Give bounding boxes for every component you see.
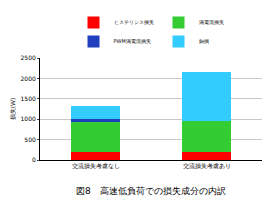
svg-text:交流損失考慮なし: 交流損失考慮なし	[72, 162, 120, 170]
svg-text:損失(W): 損失(W)	[9, 98, 16, 121]
svg-text:図8 高速低負荷での損失成分の内訳: 図8 高速低負荷での損失成分の内訳	[76, 186, 226, 196]
svg-text:渦電流損失: 渦電流損失	[199, 19, 224, 25]
svg-text:2500: 2500	[21, 54, 36, 61]
svg-text:500: 500	[24, 136, 36, 143]
svg-text:交流損失考慮あり: 交流損失考慮あり	[183, 162, 231, 170]
svg-text:ヒステリシス損失: ヒステリシス損失	[114, 19, 154, 25]
svg-text:1000: 1000	[21, 115, 36, 122]
svg-text:1500: 1500	[21, 95, 36, 102]
svg-text:PWM渦電流損失: PWM渦電流損失	[114, 38, 151, 44]
svg-text:0: 0	[32, 156, 36, 163]
svg-text:2000: 2000	[21, 75, 36, 82]
svg-text:銅損: 銅損	[199, 38, 209, 44]
